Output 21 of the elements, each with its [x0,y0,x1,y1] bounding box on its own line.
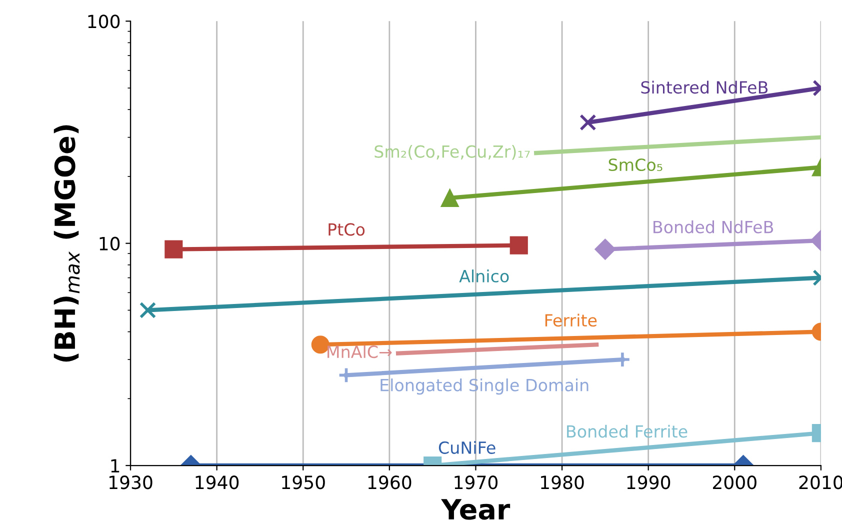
x-tick-label: 2000 [712,476,756,490]
series-label: Sintered NdFeB [641,80,768,94]
y-tick-label: 100 [88,14,120,28]
x-tick-label: 1960 [368,476,412,490]
point [164,240,183,258]
y-tick-label: 1 [111,459,120,472]
x-tick-label: 1940 [196,476,239,490]
x-axis-title: Year [441,499,510,520]
series-label: Ferrite [545,314,597,327]
x-tick-label: 1930 [110,476,152,490]
x-tick-label: 1980 [541,476,584,490]
series-label: CuNiFe [438,441,496,454]
x-tick-label: 1970 [454,476,498,490]
y-tick-label: 10 [100,236,120,250]
series-label: Alnico [459,270,509,282]
series-label: SmCo₅ [608,158,662,172]
series-label: Bonded Ferrite [567,424,688,438]
x-tick-label: 1950 [282,476,325,490]
x-tick-label: 1990 [627,476,670,490]
series-label: PtCo [328,223,365,236]
y-axis-title: (BH)$_{max}$ (MGOe) [54,125,80,362]
